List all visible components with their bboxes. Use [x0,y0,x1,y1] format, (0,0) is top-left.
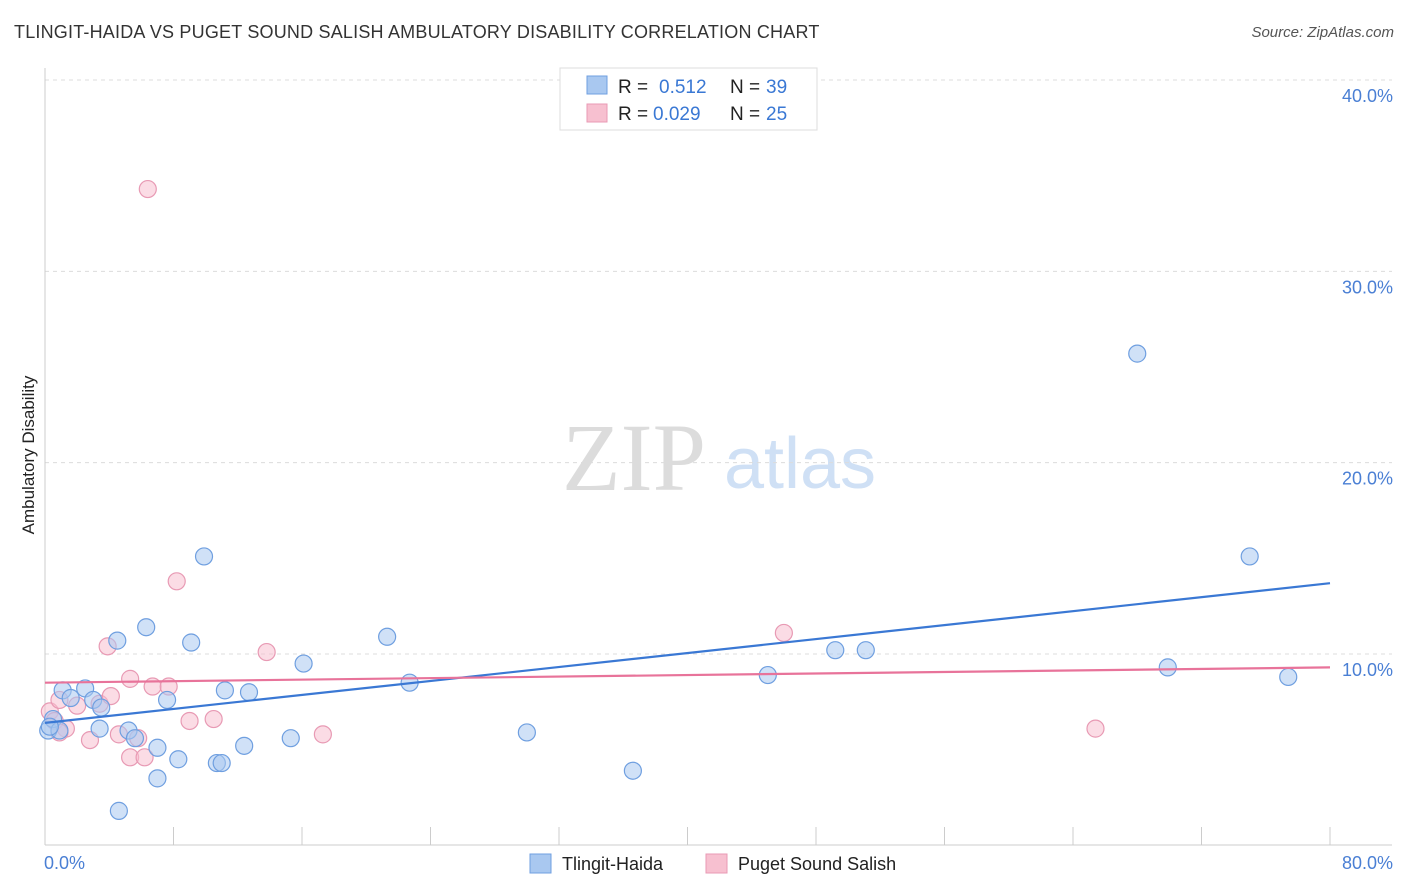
data-point [1128,344,1147,363]
data-point [204,709,223,729]
data-point [167,572,186,591]
data-point [157,690,177,710]
data-point [1279,667,1298,687]
legend-n-label-2: N = [730,104,760,125]
data-point [108,631,127,650]
bottom-legend-label-2: Puget Sound Salish [738,854,896,874]
data-point [135,748,154,767]
watermark-atlas: atlas [724,424,876,504]
data-point [235,736,254,755]
data-point [148,769,167,788]
axes [44,68,1392,846]
data-point [180,711,199,731]
data-point [169,750,188,769]
data-point [1086,719,1105,738]
data-point [1240,547,1259,566]
series-tlingit-haida [39,344,1298,820]
y-tick-label: 30.0% [1342,277,1393,297]
data-point [148,738,167,757]
data-point [125,729,145,748]
watermark-zip: ZIP [562,404,706,511]
y-tick-label: 40.0% [1342,86,1393,106]
y-axis-label: Ambulatory Disability [19,375,38,534]
data-point [194,547,214,566]
legend-box: R = 0.512 N = 39 R = 0.029 N = 25 [559,67,818,131]
data-point [215,681,234,700]
bottom-legend: Tlingit-Haida Puget Sound Salish [529,853,896,874]
data-point [623,761,642,780]
data-point [257,642,276,662]
data-point [138,179,157,199]
data-point [137,618,156,637]
legend-r-label-1: R = [618,77,648,98]
data-point [239,683,259,702]
data-point [294,654,313,673]
data-point [212,753,231,773]
trend-lines [44,582,1331,724]
legend-n-value-1: 39 [766,77,787,98]
data-point [281,729,300,748]
data-point [92,698,111,717]
data-point [109,801,128,820]
bottom-legend-swatch-blue [529,853,552,874]
tick-labels: 10.0% 20.0% 30.0% 40.0% 0.0% 80.0% [44,86,1393,873]
legend-n-value-2: 25 [766,104,787,125]
bottom-legend-swatch-pink [705,853,728,874]
data-point [826,641,845,660]
legend-swatch-blue [586,75,608,95]
data-point [517,723,536,742]
chart-title: TLINGIT-HAIDA VS PUGET SOUND SALISH AMBU… [14,22,820,42]
data-point [856,641,875,660]
data-point [121,669,140,688]
legend-r-label-2: R = [618,104,648,125]
data-point [774,623,793,643]
grid-lines [45,79,1392,655]
trend-line-puget-sound-salish [44,666,1331,684]
x-tick-label: 0.0% [44,853,85,873]
source-label: Source: ZipAtlas.com [1251,24,1394,41]
y-tick-label: 20.0% [1342,469,1393,489]
data-point [182,633,201,652]
legend-swatch-pink [586,103,608,123]
y-tick-label: 10.0% [1342,660,1393,680]
bottom-legend-label-1: Tlingit-Haida [562,854,664,874]
legend-r-value-2: 0.029 [653,104,701,125]
legend-n-label-1: N = [730,77,760,98]
data-point [313,725,332,744]
data-point [61,688,80,708]
x-tick-label: 80.0% [1342,853,1393,873]
data-point [378,627,397,646]
legend-r-value-1: 0.512 [659,77,707,98]
trend-line-tlingit-haida [44,582,1331,724]
data-point [90,719,109,738]
data-point [1158,658,1177,677]
